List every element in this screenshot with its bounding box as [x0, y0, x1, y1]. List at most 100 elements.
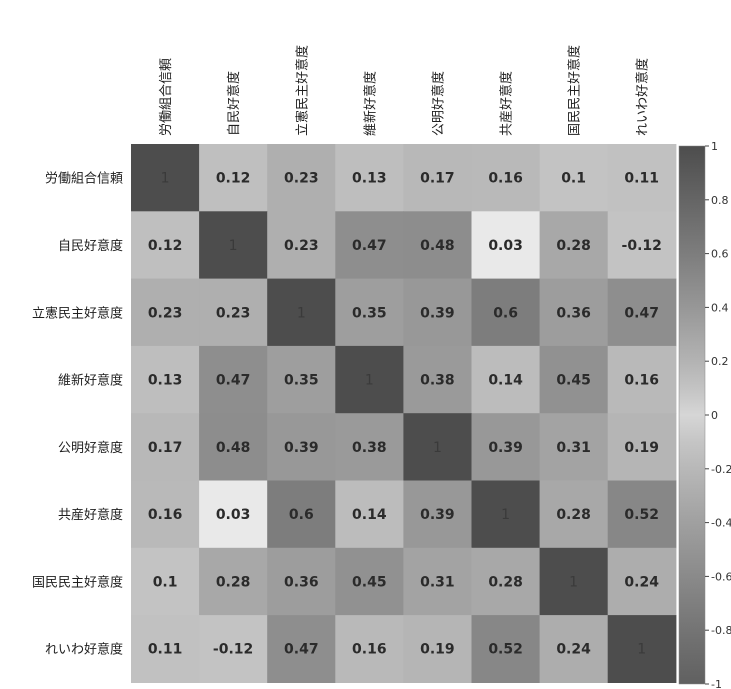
cell-value-label: 0.11	[148, 642, 183, 658]
heatmap-cell	[403, 413, 473, 482]
heatmap-cell	[335, 278, 404, 347]
cell-value-label: 1	[637, 642, 646, 658]
heatmap-cell	[131, 413, 200, 482]
colorbar-tick-label: 0.8	[711, 194, 729, 207]
cell-value-label: 0.13	[148, 373, 183, 389]
heatmap-cell	[335, 345, 404, 414]
cell-value-label: 0.31	[420, 574, 455, 590]
colorbar-gradient	[678, 145, 706, 685]
cell-value-label: 0.39	[488, 440, 523, 456]
heatmap-cell	[199, 547, 268, 616]
heatmap-cell	[335, 480, 404, 549]
heatmap-cell	[335, 211, 404, 280]
heatmap-cell	[131, 345, 200, 414]
heatmap-cell	[403, 345, 473, 414]
heatmap-cell	[471, 413, 541, 482]
cell-value-label: 0.16	[148, 507, 183, 523]
heatmap-cell	[267, 547, 336, 616]
heatmap-cell	[539, 345, 609, 414]
cell-value-label: 0.03	[216, 507, 251, 523]
column-label: 立憲民主好意度	[294, 45, 310, 136]
heatmap-cell	[607, 413, 677, 482]
heatmap-cell	[607, 211, 677, 280]
cell-value-label: 0.19	[420, 642, 455, 658]
column-labels: 労働組合信頼 自民好意度 立憲民主好意度 維新好意度 公明好意度 共産好意度 国民民主好意度…	[159, 45, 651, 136]
colorbar-tick-label: -1	[711, 678, 722, 689]
colorbar-tick-label: 0.6	[711, 248, 729, 261]
column-label: 国民民主好意度	[567, 45, 583, 136]
heatmap-cell	[403, 615, 473, 683]
heatmap-cell	[199, 278, 268, 347]
heatmap-cells	[131, 144, 677, 683]
cell-value-label: 1	[433, 440, 442, 456]
cell-value-label: 0.45	[352, 574, 387, 590]
colorbar-tick-label: -0.6	[711, 570, 731, 583]
cell-value-label: 0.47	[216, 373, 251, 389]
heatmap-cell	[199, 615, 268, 683]
column-label: 労働組合信頼	[159, 58, 174, 136]
heatmap-cell	[199, 144, 268, 212]
row-label: 国民民主好意度	[32, 574, 123, 590]
heatmap-cell	[403, 211, 473, 280]
cell-value-label: 0.38	[420, 373, 455, 389]
heatmap-cell	[471, 345, 541, 414]
row-label: 立憲民主好意度	[32, 305, 123, 321]
cell-value-label: 1	[365, 373, 374, 389]
colorbar-tick-label: 0	[711, 409, 718, 422]
cell-value-label: 0.28	[556, 238, 591, 254]
heatmap-cell	[403, 480, 473, 549]
row-label: 公明好意度	[58, 440, 123, 456]
heatmap-cell	[267, 278, 336, 347]
cell-value-label: 0.1	[153, 574, 178, 590]
heatmap-cell	[539, 211, 609, 280]
column-label: 自民好意度	[226, 71, 242, 136]
cell-value-label: 0.23	[216, 305, 251, 321]
cell-value-label: 0.11	[624, 171, 659, 187]
heatmap-cell	[539, 144, 609, 212]
cell-value-label: 0.31	[556, 440, 591, 456]
cell-value-label: 0.45	[556, 373, 591, 389]
heatmap-cell	[131, 547, 200, 616]
heatmap-cell	[131, 615, 200, 683]
heatmap-cell	[199, 480, 268, 549]
cell-value-label: 0.48	[420, 238, 455, 254]
cell-value-label: 0.14	[352, 507, 387, 523]
heatmap-cell	[199, 211, 268, 280]
heatmap-cell	[403, 144, 473, 212]
cell-value-label: 0.16	[352, 642, 387, 658]
heatmap-cell	[471, 480, 541, 549]
cell-value-label: 1	[569, 574, 578, 590]
heatmap-cell	[471, 144, 541, 212]
cell-value-label: 1	[161, 171, 170, 187]
cell-value-label: 0.6	[493, 305, 518, 321]
cell-value-label: 0.35	[284, 373, 319, 389]
cell-value-label: 0.28	[216, 574, 251, 590]
colorbar	[678, 145, 706, 685]
cell-value-label: 0.39	[420, 507, 455, 523]
cell-value-label: 0.39	[284, 440, 319, 456]
heatmap-cell	[539, 547, 609, 616]
cell-value-label: 0.36	[284, 574, 319, 590]
heatmap-cell	[471, 278, 541, 347]
cell-value-label: 0.16	[488, 171, 523, 187]
cell-value-label: 0.17	[420, 171, 455, 187]
heatmap-cell	[539, 480, 609, 549]
cell-value-label: 0.52	[624, 507, 659, 523]
colorbar-ticks: 1 0.8 0.6 0.4 0.2 0 -0.2 -0.4 -0.6 -0.8 -1	[705, 140, 731, 689]
row-label: 自民好意度	[58, 238, 123, 254]
heatmap-cell	[607, 278, 677, 347]
heatmap-cell	[471, 547, 541, 616]
cell-value-label: -0.12	[622, 238, 662, 254]
row-labels: 労働組合信頼自民好意度立憲民主好意度維新好意度公明好意度共産好意度国民民主好意度…	[32, 172, 123, 658]
cell-value-label: 0.35	[352, 305, 387, 321]
cell-value-label: 0.38	[352, 440, 387, 456]
cell-value-label: 0.12	[216, 171, 251, 187]
cell-value-label: 0.23	[284, 238, 319, 254]
row-label: れいわ好意度	[45, 642, 123, 658]
cell-value-labels: 1 0.12 0.23 0.13 0.17 0.16 0.1 0.110.12 1 0.23 0.4…	[148, 171, 662, 658]
cell-value-label: 0.39	[420, 305, 455, 321]
heatmap-cell	[335, 144, 404, 212]
cell-value-label: 1	[229, 238, 238, 254]
cell-value-label: 0.47	[284, 642, 319, 658]
